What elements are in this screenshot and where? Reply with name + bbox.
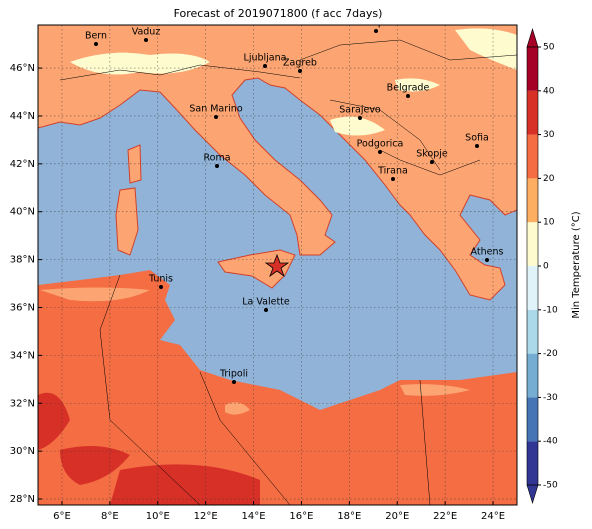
city-label: Athens <box>471 247 504 258</box>
x-tick-label: 20°E <box>385 511 409 522</box>
hot-zone <box>38 392 260 505</box>
colorbar-tick-label: 20 <box>543 174 555 184</box>
y-tick-label: 30°N <box>10 446 35 457</box>
y-tick-label: 36°N <box>10 302 35 313</box>
colorbar-segment <box>527 47 538 91</box>
y-tick-label: 44°N <box>10 111 35 122</box>
x-tick-label: 12°E <box>194 511 218 522</box>
colorbar-extend <box>526 484 539 505</box>
colorbar-segment <box>527 90 538 135</box>
city-marker <box>263 64 267 68</box>
city-label: Podgorica <box>357 139 404 150</box>
colorbar-extend <box>526 27 539 48</box>
graticule <box>38 25 517 505</box>
colorbar-segment <box>527 441 538 485</box>
city-label: Budapest <box>354 18 399 29</box>
city-label: Zagreb <box>283 58 317 69</box>
x-tick-label: 6°E <box>53 511 71 522</box>
city-label: Vaduz <box>132 27 161 38</box>
city-label: Roma <box>203 153 230 164</box>
x-tick-label: 18°E <box>337 511 361 522</box>
y-tick-label: 46°N <box>10 63 35 74</box>
city-label: Sarajevo <box>339 105 381 116</box>
x-tick-label: 16°E <box>289 511 313 522</box>
colorbar-segment <box>527 353 538 398</box>
city-label: Sofia <box>465 133 489 144</box>
y-tick-label: 34°N <box>10 350 35 361</box>
city-label: Belgrade <box>387 83 430 94</box>
x-tick-label: 22°E <box>433 511 457 522</box>
x-tick-label: 10°E <box>146 511 170 522</box>
colorbar-segment <box>527 266 538 310</box>
x-tick-label: 8°E <box>101 511 119 522</box>
cool-zone <box>70 28 517 136</box>
city-marker <box>430 160 434 164</box>
y-tick-label: 38°N <box>10 255 35 266</box>
colorbar-tick-label: -10 <box>543 305 558 315</box>
city-marker <box>214 115 218 119</box>
city-marker <box>391 177 395 181</box>
city-label: Tirana <box>377 166 408 177</box>
x-tick-label: 14°E <box>242 511 266 522</box>
colorbar-tick-label: 50 <box>543 43 555 53</box>
x-tick-label: 24°E <box>481 511 505 522</box>
city-marker <box>298 69 302 73</box>
y-tick-label: 42°N <box>10 159 35 170</box>
city-label: San Marino <box>189 104 242 115</box>
city-label: Bern <box>85 31 107 42</box>
city-marker <box>144 38 148 42</box>
y-tick-label: 32°N <box>10 398 35 409</box>
sardinia <box>115 187 139 256</box>
colorbar-tick-label: 40 <box>543 86 555 96</box>
map-frame <box>37 24 518 506</box>
event-star <box>264 253 290 278</box>
city-marker <box>215 164 219 168</box>
title: Forecast of 2019071800 (f acc 7days) <box>174 7 383 20</box>
colorbar-segment <box>527 222 538 266</box>
city-label: Tunis <box>148 274 173 285</box>
city-marker <box>485 258 489 262</box>
colorbar-tick-label: -40 <box>543 437 558 447</box>
colorbar-tick-label: 10 <box>543 218 555 228</box>
colorbar-tick-label: -20 <box>543 349 558 359</box>
city-marker <box>358 116 362 120</box>
colorbar-segment <box>527 397 538 442</box>
colorbar-tick-label: 0 <box>543 262 549 272</box>
colorbar-segment <box>527 134 538 179</box>
colorbar-tick-label: 30 <box>543 130 555 140</box>
city-label: Tripoli <box>219 369 248 380</box>
city-marker <box>374 29 378 33</box>
city-marker <box>475 144 479 148</box>
city-marker <box>159 285 163 289</box>
city-marker <box>406 94 410 98</box>
city-label: Ljubljana <box>244 53 287 64</box>
colorbar-segment <box>527 178 538 223</box>
city-marker <box>264 308 268 312</box>
warm-zone <box>40 287 470 415</box>
y-tick-label: 28°N <box>10 494 35 505</box>
y-tick-label: 40°N <box>10 207 35 218</box>
city-label: La Valette <box>242 297 290 308</box>
city-label: Skopje <box>416 149 448 160</box>
city-marker <box>232 380 236 384</box>
colorbar: -50 -40 -30 -20 -10 0 10 20 30 40 50 <box>526 27 558 505</box>
colorbar-tick-label: -30 <box>543 393 558 403</box>
colorbar-segment <box>527 309 538 354</box>
colorbar-label: Min Temperature (°C) <box>571 211 582 318</box>
city-marker <box>378 150 382 154</box>
colorbar-tick-label: -50 <box>543 481 558 491</box>
borders <box>59 39 517 505</box>
axes: 6°E 8°E 10°E 12°E 14°E 16°E 18°E 20°E 22°E 24°E 28… <box>10 63 505 522</box>
city-marker <box>94 42 98 46</box>
